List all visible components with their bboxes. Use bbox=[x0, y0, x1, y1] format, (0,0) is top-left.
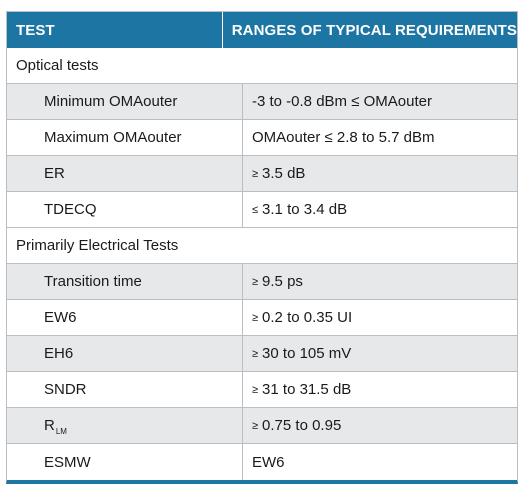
section-title: Optical tests bbox=[16, 57, 99, 74]
requirement-range: EW6 bbox=[252, 453, 285, 471]
test-name: Transition time bbox=[7, 264, 243, 299]
header-ranges: RANGES OF TYPICAL REQUIREMENTS bbox=[231, 21, 517, 39]
requirement-range: ≥ 0.2 to 0.35 UI bbox=[243, 300, 517, 335]
comparison-symbol: ≥ bbox=[252, 167, 259, 180]
range-value: 9.5 ps bbox=[262, 273, 303, 290]
test-name: EW6 bbox=[7, 300, 243, 335]
table-row: EH6 ≥ 30 to 105 mV bbox=[7, 336, 517, 372]
comparison-symbol: ≤ bbox=[252, 203, 259, 216]
section-title: Primarily Electrical Tests bbox=[16, 237, 179, 254]
table-row: Transition time ≥ 9.5 ps bbox=[7, 264, 517, 300]
table-row: Minimum OMAouter -3 to -0.8 dBm ≤ OMAout… bbox=[7, 84, 517, 120]
table-row: SNDR ≥ 31 to 31.5 dB bbox=[7, 372, 517, 408]
requirement-range: ≥ 31 to 31.5 dB bbox=[243, 372, 517, 407]
test-name: ER bbox=[7, 156, 243, 191]
table-row: ER ≥ 3.5 dB bbox=[7, 156, 517, 192]
comparison-symbol: ≥ bbox=[252, 383, 259, 396]
range-value: 0.2 to 0.35 UI bbox=[262, 309, 353, 326]
table-row: R LM ≥ 0.75 to 0.95 bbox=[7, 408, 517, 444]
requirement-range: ≥ 3.5 dB bbox=[243, 156, 517, 191]
test-name: R LM bbox=[7, 408, 243, 443]
range-value: 30 to 105 mV bbox=[262, 345, 352, 362]
comparison-symbol: ≥ bbox=[252, 347, 259, 360]
table-row: EW6 ≥ 0.2 to 0.35 UI bbox=[7, 300, 517, 336]
test-name: SNDR bbox=[7, 372, 243, 407]
table-row: Maximum OMAouter OMAouter ≤ 2.8 to 5.7 d… bbox=[7, 120, 517, 156]
range-value: 3.5 dB bbox=[262, 165, 306, 182]
test-name-main: R bbox=[44, 417, 55, 434]
table-header-row: TEST RANGES OF TYPICAL REQUIREMENTS bbox=[7, 12, 517, 48]
requirement-range: ≥ 9.5 ps bbox=[243, 264, 517, 299]
requirement-range: -3 to -0.8 dBm ≤ OMAouter bbox=[252, 93, 432, 110]
range-value: 31 to 31.5 dB bbox=[262, 381, 352, 398]
test-name: Minimum OMAouter bbox=[7, 84, 243, 119]
comparison-symbol: ≥ bbox=[252, 275, 259, 288]
comparison-symbol: ≥ bbox=[252, 419, 259, 432]
table-row: TDECQ ≤ 3.1 to 3.4 dB bbox=[7, 192, 517, 228]
range-value: 3.1 to 3.4 dB bbox=[262, 201, 348, 218]
test-name: ESMW bbox=[7, 444, 243, 480]
test-name: Maximum OMAouter bbox=[7, 120, 243, 155]
requirement-range: ≤ 3.1 to 3.4 dB bbox=[243, 192, 517, 227]
header-test: TEST bbox=[7, 12, 223, 48]
section-row-optical: Optical tests bbox=[7, 48, 517, 84]
requirement-range: OMAouter ≤ 2.8 to 5.7 dBm bbox=[252, 129, 435, 146]
requirement-range: ≥ 30 to 105 mV bbox=[243, 336, 517, 371]
comparison-symbol: ≥ bbox=[252, 311, 259, 324]
requirements-table: TEST RANGES OF TYPICAL REQUIREMENTS Opti… bbox=[6, 11, 518, 484]
requirement-range: ≥ 0.75 to 0.95 bbox=[243, 408, 517, 443]
table-row: ESMW EW6 bbox=[7, 444, 517, 480]
section-row-electrical: Primarily Electrical Tests bbox=[7, 228, 517, 264]
test-name-subscript: LM bbox=[55, 427, 67, 436]
test-name: TDECQ bbox=[7, 192, 243, 227]
range-value: 0.75 to 0.95 bbox=[262, 417, 342, 434]
test-name: EH6 bbox=[7, 336, 243, 371]
